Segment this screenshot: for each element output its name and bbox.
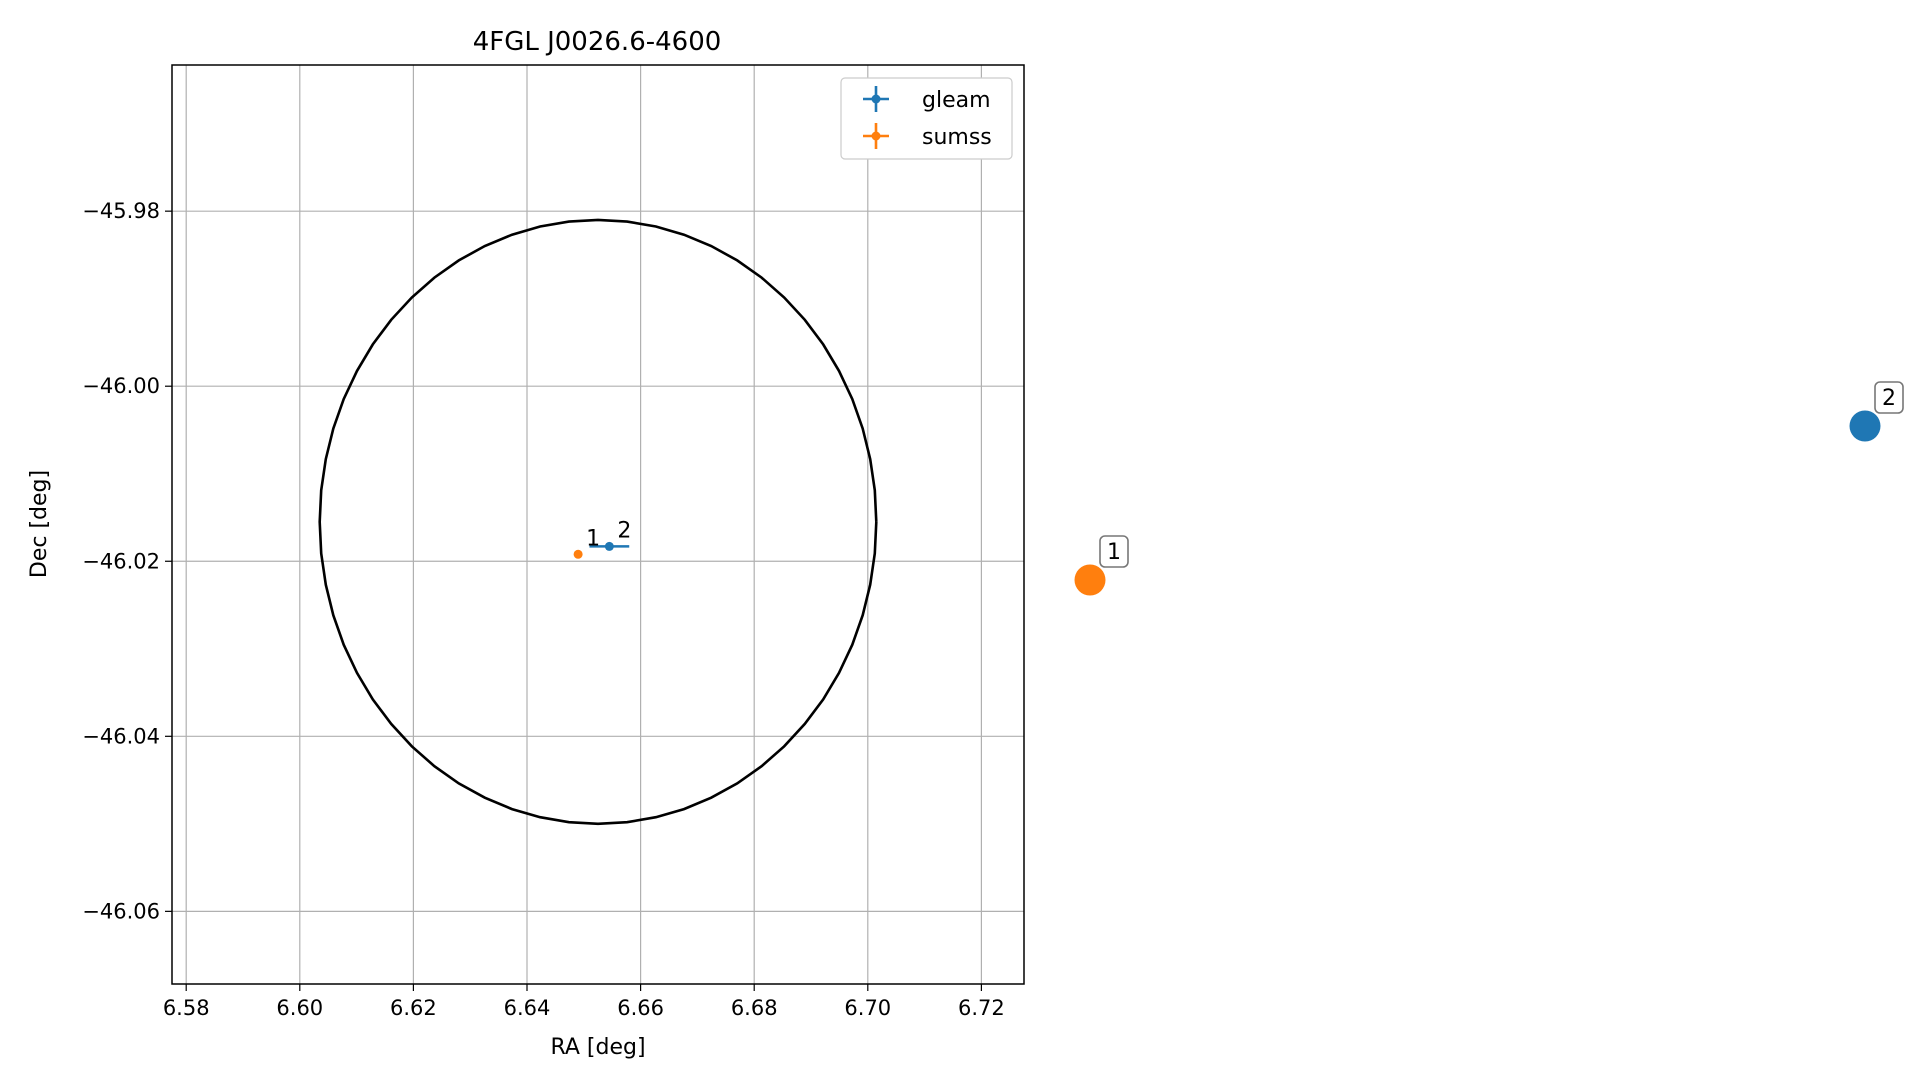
sumss-point bbox=[573, 549, 583, 559]
y-axis-label: Dec [deg] bbox=[27, 470, 52, 578]
x-axis-label: RA [deg] bbox=[550, 1035, 645, 1060]
off-axis-label-box-2 bbox=[1874, 381, 1904, 414]
x-tick-label: 6.62 bbox=[390, 996, 437, 1020]
x-tick-label: 6.70 bbox=[844, 996, 891, 1020]
x-tick-label: 6.60 bbox=[276, 996, 323, 1020]
off-axis-point-2 bbox=[1849, 410, 1881, 442]
chart-title: 4FGL J0026.6-4600 bbox=[473, 27, 722, 57]
error-ellipse bbox=[318, 218, 878, 826]
legend-gleam-marker bbox=[871, 94, 881, 104]
x-tick-label: 6.72 bbox=[958, 996, 1005, 1020]
x-tick-label: 6.66 bbox=[617, 996, 664, 1020]
y-tick-label: −46.06 bbox=[82, 899, 160, 923]
gleam-point-label: 2 bbox=[617, 518, 631, 543]
off-axis-label-2: 2 bbox=[1882, 386, 1896, 411]
x-tick-label: 6.58 bbox=[163, 996, 210, 1020]
legend-sumss-marker bbox=[871, 131, 881, 141]
x-axis-ticks: 6.58 6.60 6.62 6.64 6.66 6.68 6.70 6.72 bbox=[163, 984, 1005, 1020]
off-axis-markers-layer: 12 bbox=[1074, 381, 1904, 596]
legend-sumss-label: sumss bbox=[922, 125, 992, 150]
legend-gleam-label: gleam bbox=[922, 88, 991, 113]
gleam-point bbox=[604, 541, 614, 551]
y-tick-label: −46.00 bbox=[82, 374, 160, 398]
y-tick-label: −46.04 bbox=[82, 724, 160, 748]
plot-frame bbox=[171, 64, 1025, 985]
data-points-layer: 21 bbox=[573, 518, 631, 559]
x-tick-label: 6.64 bbox=[504, 996, 551, 1020]
off-axis-point-1 bbox=[1074, 564, 1106, 596]
x-tick-label: 6.68 bbox=[731, 996, 778, 1020]
off-axis-label-1: 1 bbox=[1107, 540, 1121, 565]
y-axis-ticks: −45.98 −46.00 −46.02 −46.04 −46.06 bbox=[82, 199, 172, 923]
grid-lines bbox=[172, 65, 1024, 984]
y-tick-label: −46.02 bbox=[82, 549, 160, 573]
off-axis-label-box-1 bbox=[1099, 535, 1129, 568]
y-tick-label: −45.98 bbox=[82, 199, 160, 223]
legend: gleam sumss bbox=[840, 77, 1013, 160]
main-chart: 4FGL J0026.6-4600 21 6.58 6.60 6.62 6.64 6.6… bbox=[27, 27, 1904, 1060]
sumss-point-label: 1 bbox=[586, 526, 600, 551]
error-ellipse-layer bbox=[318, 218, 878, 826]
